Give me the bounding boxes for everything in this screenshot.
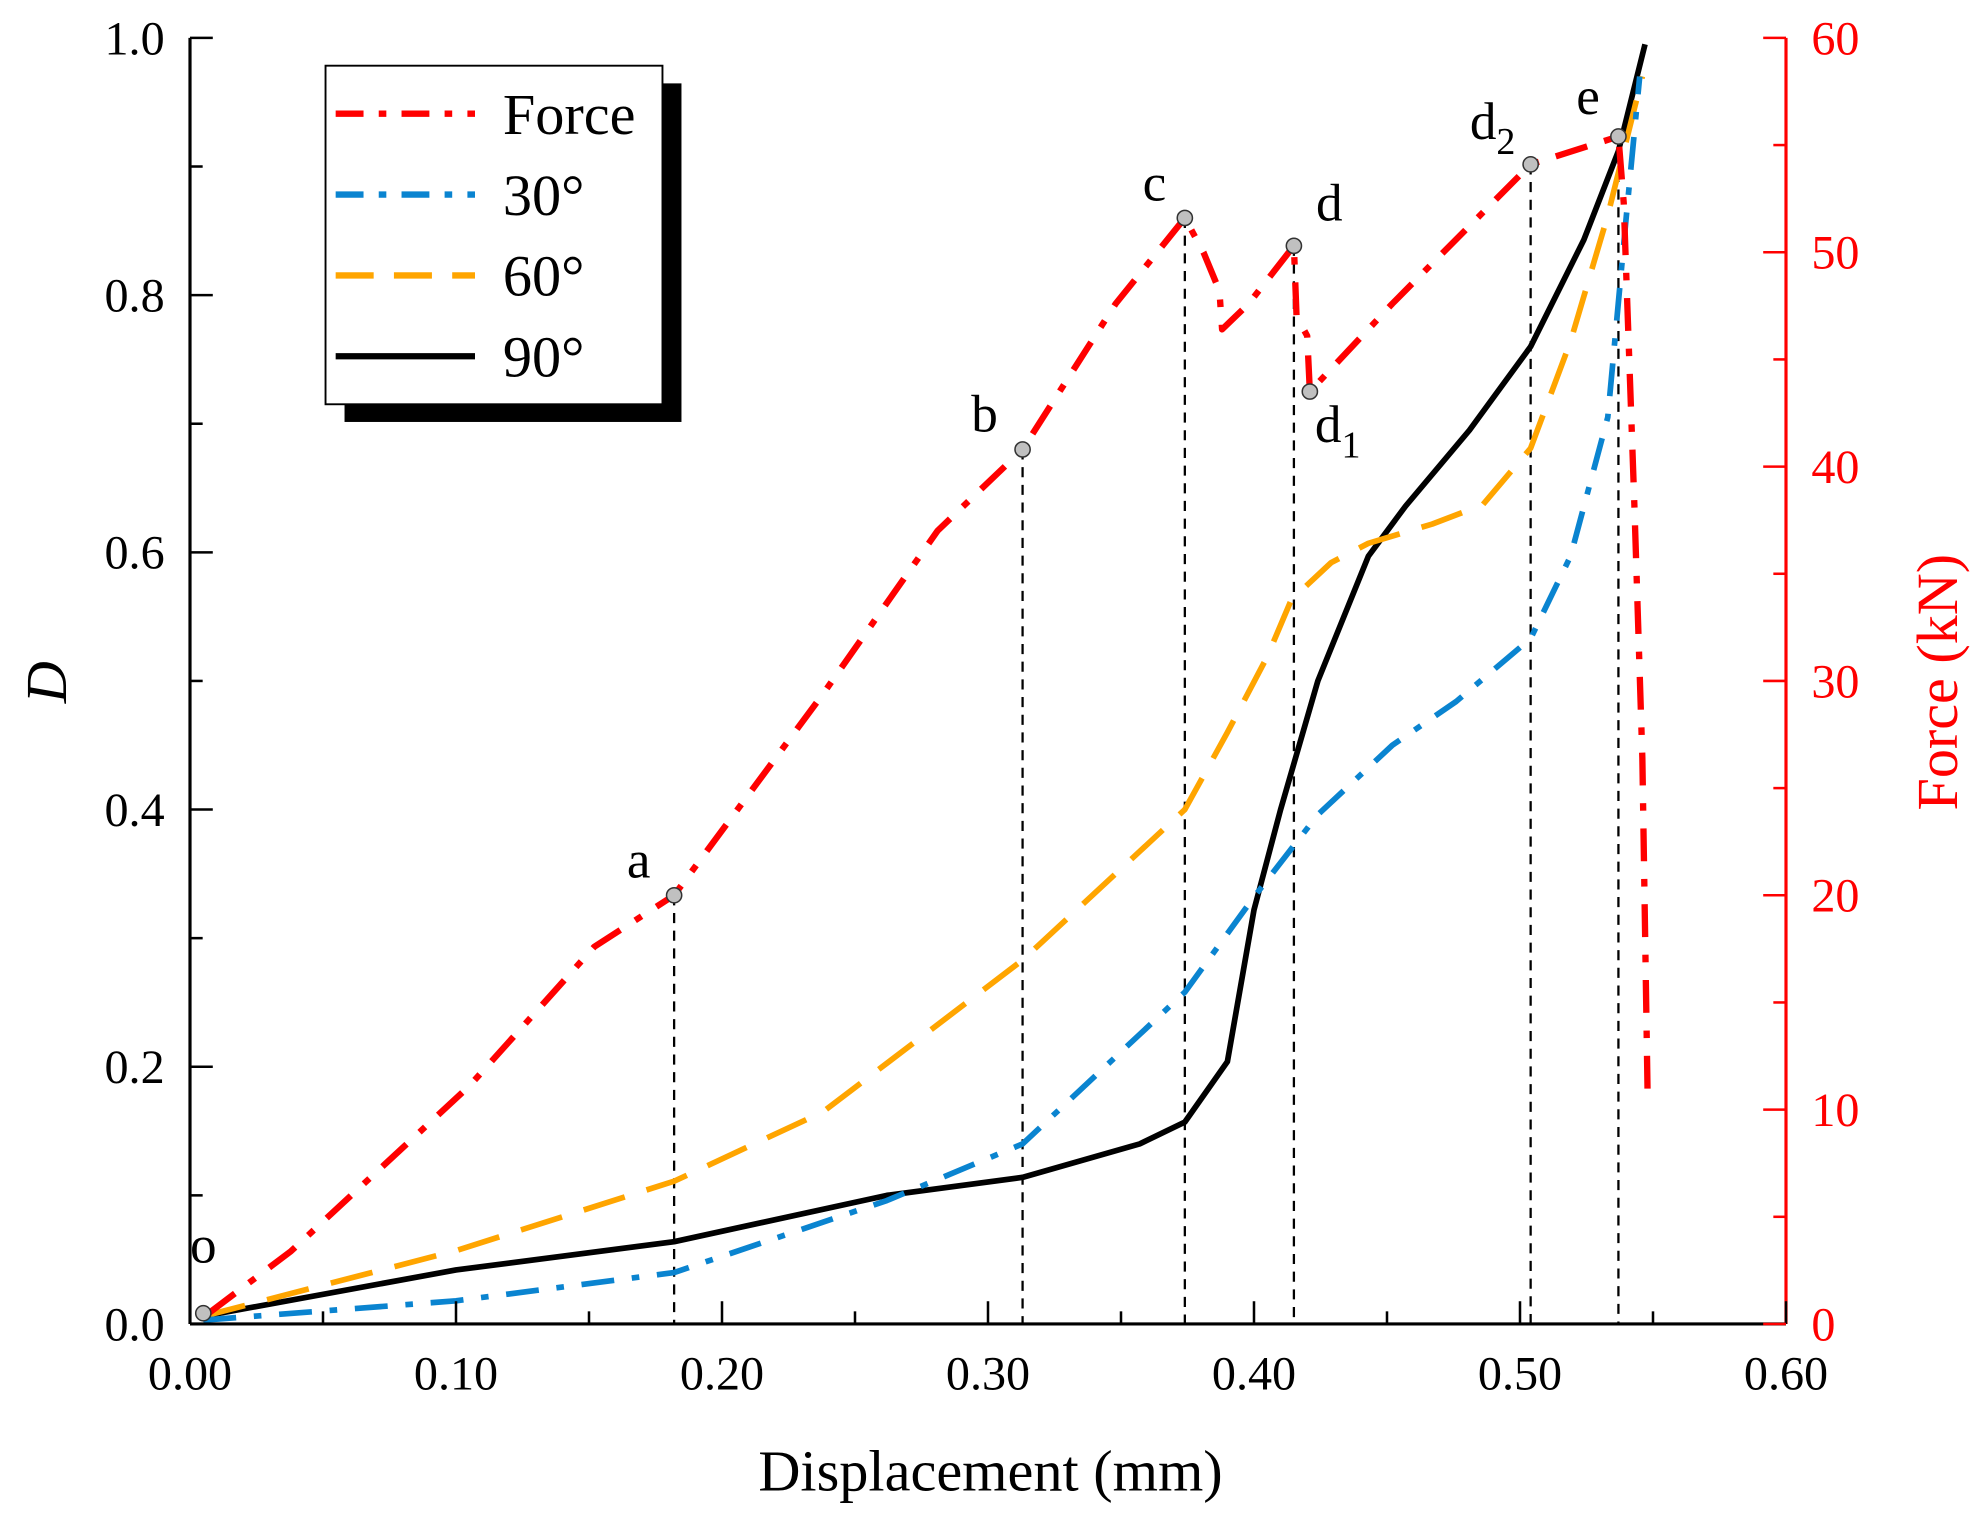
point-marker xyxy=(1285,237,1303,255)
y2-tick-label: 60 xyxy=(1811,12,1859,65)
y2-tick-label: 0 xyxy=(1811,1298,1835,1351)
point-label: d2 xyxy=(1470,93,1516,163)
y-tick-label: 1.0 xyxy=(105,12,165,65)
legend-label: Force xyxy=(503,82,636,147)
point-marker xyxy=(665,886,683,904)
point-label: a xyxy=(627,832,651,890)
y-tick-label: 0.8 xyxy=(105,270,165,323)
y2-tick-label: 40 xyxy=(1811,441,1859,494)
y-axis-label: D xyxy=(14,661,79,704)
point-label: d1 xyxy=(1315,396,1361,466)
guide-lines xyxy=(672,136,1620,1324)
point-label-letter: b xyxy=(971,386,998,444)
legend-label: 90° xyxy=(503,325,585,390)
point-label: e xyxy=(1576,68,1600,126)
x-tick-label: 0.30 xyxy=(946,1348,1030,1401)
point-label-letter: d xyxy=(1470,93,1497,151)
axes: 0.00 0.10 0.20 0.30 0.40 0.50 0.600.00.20.40.6… xyxy=(105,12,1860,1400)
x-tick-label: 0.20 xyxy=(680,1348,764,1401)
point-label-letter: d xyxy=(1316,175,1343,233)
point-label-subscript: 2 xyxy=(1496,121,1515,163)
x-tick-label: 0.60 xyxy=(1744,1348,1828,1401)
y2-tick-label: 10 xyxy=(1811,1084,1859,1137)
y2-tick-label: 30 xyxy=(1811,655,1859,708)
point-marker xyxy=(1522,156,1540,173)
point-label-letter: e xyxy=(1576,68,1600,126)
point-label: b xyxy=(971,386,998,444)
point-marker xyxy=(1014,441,1031,458)
point-label-letter: c xyxy=(1143,154,1167,212)
y2-tick-label: 50 xyxy=(1811,227,1859,280)
point-marker xyxy=(194,1304,212,1322)
x-axis-label: Displacement (mm) xyxy=(758,1439,1222,1504)
legend-label: 30° xyxy=(503,163,585,228)
x-tick-label: 0.50 xyxy=(1478,1348,1562,1401)
point-label-letter: o xyxy=(190,1217,217,1275)
y-tick-label: 0.0 xyxy=(105,1298,165,1351)
x-tick-label: 0.00 xyxy=(148,1348,232,1401)
point-label: o xyxy=(190,1217,217,1275)
series-line-30deg xyxy=(203,76,1643,1323)
point-label-subscript: 1 xyxy=(1342,424,1361,466)
series-line-90deg xyxy=(202,43,1648,1320)
y-tick-label: 0.2 xyxy=(105,1041,165,1094)
point-marker xyxy=(1610,128,1627,145)
y2-tick-label: 20 xyxy=(1811,870,1859,923)
y-tick-label: 0.6 xyxy=(105,527,165,580)
point-label: c xyxy=(1143,154,1167,212)
series-line-60deg xyxy=(202,75,1646,1320)
y2-axis-label: Force (kN) xyxy=(1905,554,1970,811)
point-marker xyxy=(1176,209,1194,227)
legend-label: 60° xyxy=(503,244,585,309)
point-label: d xyxy=(1316,175,1343,233)
point-marker xyxy=(1301,383,1319,400)
y-tick-label: 0.4 xyxy=(105,784,165,837)
point-label-letter: d xyxy=(1315,396,1342,454)
point-label-letter: a xyxy=(627,832,651,890)
x-tick-label: 0.10 xyxy=(414,1348,498,1401)
legend: Force 30° 60° 90° xyxy=(324,64,682,422)
x-tick-label: 0.40 xyxy=(1212,1348,1296,1401)
